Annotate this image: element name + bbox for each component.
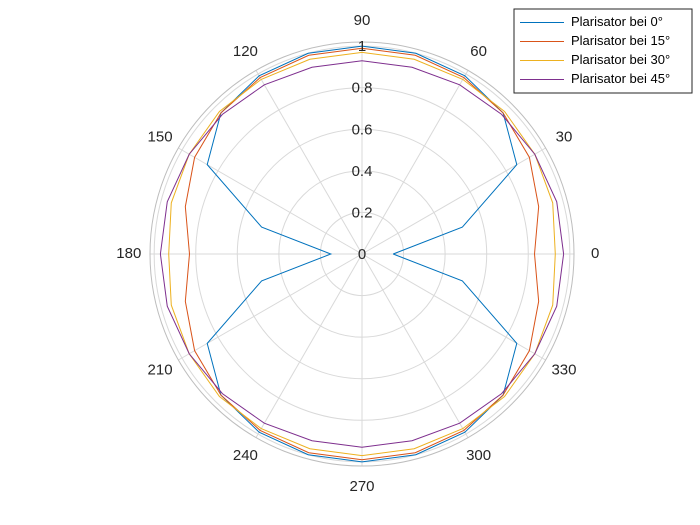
r-tick-label: 0.2 — [352, 204, 373, 221]
theta-grid-spoke — [361, 253, 546, 361]
theta-grid-spoke — [361, 147, 546, 255]
theta-grid-spoke — [255, 253, 363, 438]
legend-entry-label: Plarisator bei 30° — [571, 52, 670, 67]
theta-tick-label: 30 — [556, 128, 573, 145]
theta-tick-label: 180 — [116, 245, 141, 262]
theta-grid-spoke — [361, 253, 469, 438]
series-line — [206, 45, 518, 463]
r-tick-label: 0.4 — [352, 163, 373, 180]
theta-tick-label: 90 — [354, 12, 371, 29]
polar-grid — [149, 41, 575, 467]
theta-grid-spoke — [361, 70, 469, 255]
theta-tick-label: 240 — [233, 447, 258, 464]
theta-tick-label: 0 — [591, 245, 599, 262]
legend: Plarisator bei 0° Plarisator bei 15° Plari… — [513, 8, 693, 94]
series-line — [168, 51, 556, 457]
theta-grid-spoke — [255, 70, 363, 255]
r-tick-label: 0 — [358, 246, 366, 263]
legend-entry-label: Plarisator bei 45° — [571, 71, 670, 86]
r-tick-label: 0.6 — [352, 121, 373, 138]
theta-tick-label: 60 — [470, 43, 487, 60]
theta-tick-label: 210 — [148, 362, 173, 379]
series-line — [184, 47, 540, 461]
legend-entry-label: Plarisator bei 15° — [571, 33, 670, 48]
tick-labels: 0 30 60 90 120 150 180 210 240 270 300 330 0 0.2 0.4 0.… — [116, 12, 599, 495]
theta-tick-label: 330 — [551, 362, 576, 379]
series-lines — [159, 45, 565, 463]
theta-tick-label: 270 — [349, 478, 374, 495]
theta-grid-spoke — [178, 253, 363, 361]
polar-outer-circle — [149, 41, 575, 467]
theta-grid-spoke — [178, 147, 363, 255]
theta-tick-label: 120 — [233, 43, 258, 60]
theta-tick-label: 300 — [466, 447, 491, 464]
series-line — [159, 60, 565, 448]
r-tick-label: 0.8 — [352, 80, 373, 97]
legend-entry-label: Plarisator bei 0° — [571, 14, 663, 29]
theta-tick-label: 150 — [148, 128, 173, 145]
r-tick-label: 1 — [358, 38, 366, 55]
